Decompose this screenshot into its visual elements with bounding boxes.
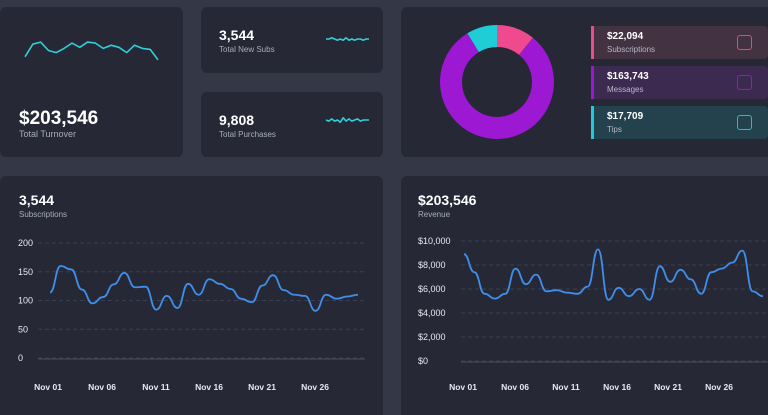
revenue-chart-value: $203,546 [418, 192, 477, 208]
stat-accent-bar [591, 66, 594, 99]
new-subs-sparkline [326, 37, 369, 41]
revenue-chart-label: Revenue [418, 210, 451, 219]
stat-accent-bar [591, 26, 594, 59]
subscriptions-chart-label: Subscriptions [19, 210, 68, 219]
subscriptions-chart-card: 3,544 Subscriptions 200 150 100 50 0 Nov 01 No… [0, 176, 383, 415]
y-tick-label: 200 [18, 238, 33, 248]
x-tick-label: Nov 06 [88, 382, 116, 392]
x-tick-label: Nov 16 [195, 382, 223, 392]
x-tick-label: Nov 01 [34, 382, 62, 392]
donut-slice-messages[interactable] [440, 33, 554, 139]
stat-label: Messages [607, 85, 644, 94]
turnover-value: $203,546 [19, 108, 99, 129]
purchases-card: 9,808 Total Purchases [201, 92, 383, 157]
series-line [463, 248, 764, 301]
stat-messages[interactable]: $163,743 Messages [591, 66, 768, 99]
series-line [49, 265, 359, 312]
new-subs-label: Total New Subs [219, 45, 275, 54]
y-tick-label: $0 [418, 356, 428, 366]
purchases-sparkline-line [325, 117, 369, 123]
money-icon [737, 115, 752, 130]
turnover-sparkline-line [24, 41, 159, 61]
revenue-line-chart: $10,000 $8,000 $6,000 $4,000 $2,000 $0 Nov 01 N… [418, 236, 768, 392]
new-subs-value: 3,544 [219, 27, 255, 43]
stat-label: Tips [607, 125, 622, 134]
chat-icon [737, 75, 752, 90]
y-tick-label: $10,000 [418, 236, 451, 246]
y-tick-label: $4,000 [418, 308, 446, 318]
turnover-sparkline [24, 41, 159, 61]
donut-slice-subscriptions[interactable] [497, 25, 533, 55]
stat-value: $17,709 [607, 111, 644, 122]
y-tick-label: $2,000 [418, 332, 446, 342]
x-tick-label: Nov 11 [142, 382, 170, 392]
turnover-label: Total Turnover [19, 129, 77, 139]
x-tick-label: Nov 01 [449, 382, 477, 392]
x-tick-label: Nov 21 [654, 382, 682, 392]
x-tick-label: Nov 26 [301, 382, 329, 392]
y-tick-label: 50 [18, 324, 28, 334]
x-tick-label: Nov 26 [705, 382, 733, 392]
revenue-chart-card: $203,546 Revenue $10,000 $8,000 $6,000 $4,0… [401, 176, 768, 415]
lock-icon [737, 35, 752, 50]
turnover-card: $203,546 Total Turnover [0, 7, 183, 157]
stat-tips[interactable]: $17,709 Tips [591, 106, 768, 139]
x-tick-label: Nov 16 [603, 382, 631, 392]
revenue-donut-chart [440, 25, 554, 139]
stat-accent-bar [591, 106, 594, 139]
subscriptions-chart-value: 3,544 [19, 192, 55, 208]
y-tick-label: $8,000 [418, 260, 446, 270]
y-tick-label: 100 [18, 296, 33, 306]
subscriptions-line-chart: 200 150 100 50 0 Nov 01 Nov 06 Nov 11 Nov 16 Nov … [18, 238, 365, 392]
purchases-value: 9,808 [219, 112, 255, 128]
purchases-sparkline [325, 117, 369, 123]
x-tick-label: Nov 11 [552, 382, 580, 392]
x-tick-label: Nov 21 [248, 382, 276, 392]
stat-label: Subscriptions [607, 45, 656, 54]
stat-subscriptions[interactable]: $22,094 Subscriptions [591, 26, 768, 59]
stat-value: $163,743 [607, 71, 649, 82]
y-tick-label: $6,000 [418, 284, 446, 294]
y-tick-label: 0 [18, 353, 23, 363]
y-tick-label: 150 [18, 267, 33, 277]
x-tick-label: Nov 06 [501, 382, 529, 392]
donut-slice-tips[interactable] [467, 25, 497, 53]
new-subs-card: 3,544 Total New Subs [201, 7, 383, 73]
stat-value: $22,094 [607, 31, 644, 42]
purchases-label: Total Purchases [219, 130, 276, 139]
new-subs-sparkline-line [326, 37, 369, 41]
